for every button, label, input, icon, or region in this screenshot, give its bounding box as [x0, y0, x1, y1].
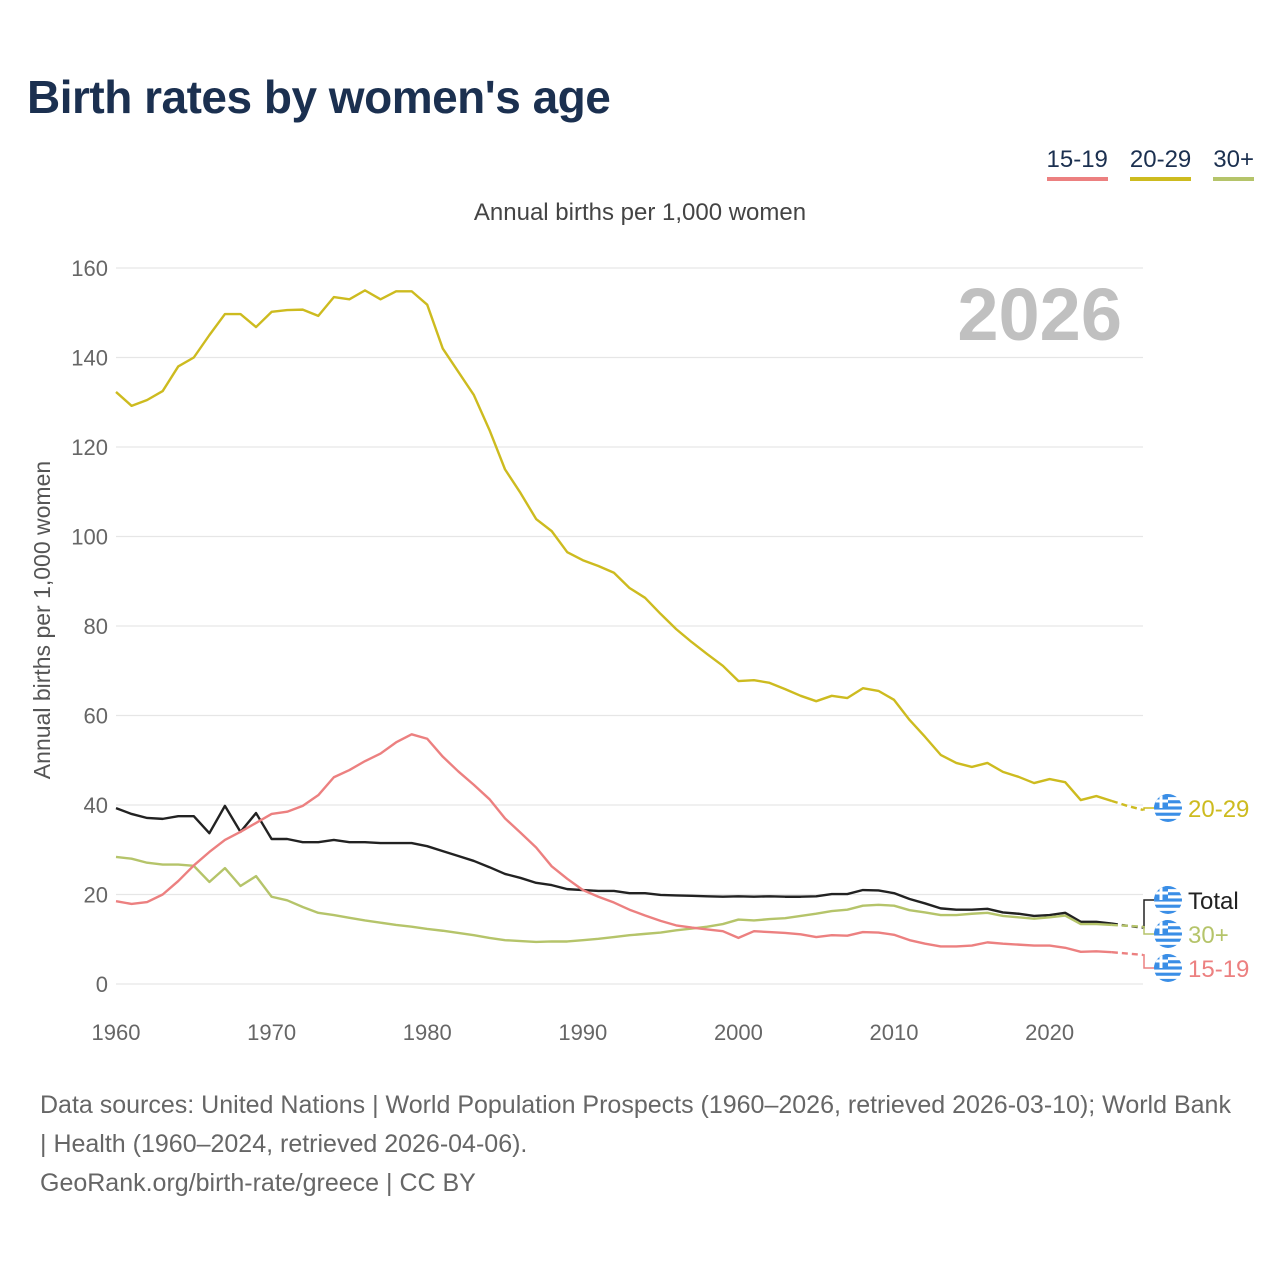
- legend-item-15-19[interactable]: 15-19: [1046, 146, 1108, 181]
- y-tick-label: 140: [71, 346, 108, 371]
- y-tick-label: 0: [96, 972, 108, 997]
- connector-15-19: [1143, 954, 1157, 969]
- flag-stripes: [1154, 886, 1182, 914]
- flag-stripe: [1154, 904, 1182, 908]
- y-tick-label: 60: [84, 704, 108, 729]
- line-chart: Annual births per 1,000 women Annual bir…: [29, 199, 1249, 1045]
- flag-stripes: [1154, 794, 1182, 822]
- x-tick-label: 1960: [92, 1020, 141, 1045]
- y-tick-label: 100: [71, 525, 108, 550]
- flag-stripe: [1154, 818, 1182, 822]
- end-label-30-plus: 30+: [1188, 922, 1229, 949]
- y-tick-label: 80: [84, 614, 108, 639]
- x-tick-label: 2020: [1025, 1020, 1074, 1045]
- y-tick-label: 120: [71, 435, 108, 460]
- footer: Data sources: United Nations | World Pop…: [40, 1086, 1240, 1203]
- x-tick-label: 1980: [403, 1020, 452, 1045]
- flag-stripes: [1154, 920, 1182, 948]
- x-tick-label: 2010: [870, 1020, 919, 1045]
- x-tick-label: 2000: [714, 1020, 763, 1045]
- end-label-20-29: 20-29: [1188, 796, 1249, 823]
- flag-stripe: [1154, 972, 1182, 976]
- greece-flag-icon: [1154, 920, 1182, 948]
- y-axis-label: Annual births per 1,000 women: [29, 461, 55, 779]
- end-label-total: Total: [1188, 888, 1239, 915]
- x-tick-label: 1990: [558, 1020, 607, 1045]
- flag-cross-v: [1159, 920, 1163, 934]
- y-tick-label: 40: [84, 793, 108, 818]
- flag-stripe: [1154, 910, 1182, 914]
- greece-flag-icon: [1154, 794, 1182, 822]
- y-tick-label: 160: [71, 256, 108, 281]
- flag-stripe: [1154, 938, 1182, 942]
- flag-stripe: [1154, 978, 1182, 982]
- flag-cross-v: [1159, 794, 1163, 808]
- chart-title: Birth rates by women's age: [27, 71, 611, 123]
- series-20-29-line: [115, 289, 1113, 803]
- connector-20-29: [1143, 807, 1157, 811]
- credit-link[interactable]: GeoRank.org/birth-rate/greece | CC BY: [40, 1169, 476, 1197]
- series-30-plus-projection: [1111, 923, 1144, 928]
- flag-stripes: [1154, 954, 1182, 982]
- legend: 15-19 20-29 30+: [1046, 146, 1254, 181]
- connector-30-plus: [1143, 925, 1157, 935]
- series-15-19-line: [115, 733, 1112, 954]
- series-15-19-projection: [1111, 951, 1144, 957]
- end-label-15-19: 15-19: [1188, 956, 1249, 983]
- flag-cross-v: [1159, 954, 1163, 968]
- legend-item-30-plus[interactable]: 30+: [1213, 146, 1254, 181]
- flag-stripe: [1154, 944, 1182, 948]
- year-watermark: 2026: [957, 273, 1122, 356]
- x-tick-label: 1970: [247, 1020, 296, 1045]
- chart-subtitle: Annual births per 1,000 women: [474, 199, 806, 226]
- greece-flag-icon: [1154, 954, 1182, 982]
- greece-flag-icon: [1154, 886, 1182, 914]
- series-total-line: [115, 804, 1113, 925]
- flag-cross-v: [1159, 886, 1163, 900]
- series-20-29-projection: [1111, 799, 1144, 812]
- flag-stripe: [1154, 812, 1182, 816]
- y-tick-label: 20: [84, 883, 108, 908]
- series-30-plus-line: [115, 855, 1112, 944]
- legend-item-20-29[interactable]: 20-29: [1129, 146, 1192, 181]
- data-sources: Data sources: United Nations | World Pop…: [40, 1091, 1231, 1158]
